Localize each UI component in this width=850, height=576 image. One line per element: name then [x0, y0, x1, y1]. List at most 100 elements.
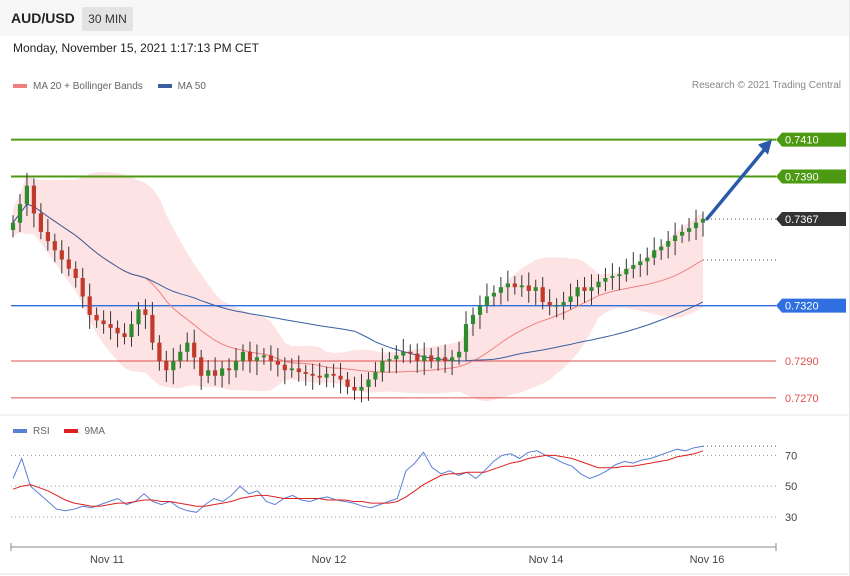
legend-label-9ma: 9MA — [84, 425, 106, 437]
candle-body — [108, 324, 113, 328]
legend-label-rsi: RSI — [33, 425, 50, 437]
candle-body — [693, 222, 699, 229]
candle-body — [373, 372, 378, 380]
level-label-0.7390: 0.7390 — [785, 172, 819, 184]
candle-body — [213, 370, 218, 376]
candle-body — [220, 368, 225, 376]
candle-body — [115, 327, 120, 334]
candle-body — [610, 276, 615, 278]
candle-body — [24, 185, 29, 205]
candle-body — [387, 359, 392, 361]
candle-body — [261, 355, 266, 358]
candle-body — [429, 355, 434, 361]
candle-body — [143, 309, 148, 315]
candle-body — [470, 314, 476, 325]
ma50-swatch — [157, 84, 172, 88]
x-tick-label: Nov 14 — [529, 554, 564, 566]
candle-body — [603, 278, 608, 282]
chart-header: AUD/USD 30 MIN — [0, 0, 850, 36]
candle-body — [645, 257, 650, 262]
candle-body — [575, 287, 580, 297]
x-tick-label: Nov 16 — [690, 554, 725, 566]
candle-body — [443, 357, 448, 361]
candle-body — [136, 309, 141, 325]
candle-body — [331, 373, 336, 376]
candle-body — [680, 231, 685, 236]
candle-body — [10, 222, 16, 230]
level-label-0.7367: 0.7367 — [785, 214, 819, 226]
candle-body — [338, 375, 343, 380]
price-legend: MA 20 + Bollinger Bands MA 50 — [13, 80, 218, 92]
candle-body — [38, 213, 43, 232]
candle-body — [659, 246, 664, 251]
rsi-legend: RSI 9MA — [13, 425, 117, 437]
candle-body — [80, 278, 85, 297]
candle-body — [547, 302, 552, 306]
rsi-tick-70: 70 — [785, 450, 797, 462]
candle-body — [157, 342, 162, 362]
candle-body — [505, 283, 510, 288]
candle-body — [324, 373, 329, 378]
candle-body — [540, 287, 545, 302]
level-label-0.7320: 0.7320 — [785, 301, 819, 313]
candle-body — [45, 231, 50, 242]
candle-body — [638, 261, 643, 266]
candle-body — [94, 314, 99, 321]
candle-body — [178, 351, 183, 361]
candle-body — [415, 353, 420, 361]
rsi-swatch — [13, 429, 27, 433]
candle-body — [359, 386, 364, 391]
level-tag-0.7410 — [776, 132, 846, 147]
candle-body — [254, 357, 259, 361]
rsi-series-9MA — [12, 450, 704, 507]
candle-body — [498, 287, 503, 293]
candle-body — [366, 379, 371, 387]
candle-body — [700, 218, 706, 223]
candle-body — [533, 287, 538, 291]
candle-body — [394, 355, 399, 360]
candle-body — [303, 372, 308, 374]
rsi-tick-50: 50 — [785, 481, 797, 493]
candle-body — [624, 268, 629, 275]
candle-body — [199, 357, 204, 376]
candle-body — [289, 368, 294, 371]
candle-body — [192, 342, 197, 358]
candle-body — [463, 324, 469, 352]
candle-body — [477, 305, 483, 315]
candle-body — [317, 375, 322, 378]
candle-body — [596, 281, 601, 288]
candle-body — [526, 285, 531, 291]
symbol-label: AUD/USD — [11, 10, 75, 26]
candle-body — [275, 361, 280, 365]
legend-item-9ma: 9MA — [64, 426, 105, 437]
candle-body — [408, 351, 413, 354]
level-tag-0.7367 — [776, 211, 846, 226]
candle-body — [233, 361, 239, 371]
candle-body — [617, 274, 622, 277]
candle-body — [422, 355, 427, 361]
legend-item-rsi: RSI — [13, 426, 50, 437]
candle-body — [122, 333, 127, 337]
candle-body — [589, 287, 594, 291]
timeframe-button[interactable]: 30 MIN — [82, 7, 133, 31]
level-label-0.7270: 0.7270 — [785, 393, 819, 405]
candle-body — [87, 296, 92, 315]
legend-item-ma20: MA 20 + Bollinger Bands — [13, 81, 143, 92]
ma20-swatch — [13, 84, 27, 88]
candle-body — [268, 355, 273, 361]
candle-body — [240, 351, 246, 361]
candle-body — [554, 305, 559, 307]
candle-body — [352, 386, 357, 391]
candle-body — [380, 361, 385, 373]
legend-item-ma50: MA 50 — [157, 81, 206, 92]
candle-body — [129, 324, 134, 337]
candle-body — [296, 368, 301, 373]
candle-body — [282, 364, 287, 371]
candle-body — [52, 241, 57, 251]
candle-body — [512, 283, 517, 288]
candle-body — [519, 285, 524, 288]
candle-body — [401, 351, 406, 356]
candle-body — [66, 259, 71, 269]
candle-body — [450, 357, 455, 361]
